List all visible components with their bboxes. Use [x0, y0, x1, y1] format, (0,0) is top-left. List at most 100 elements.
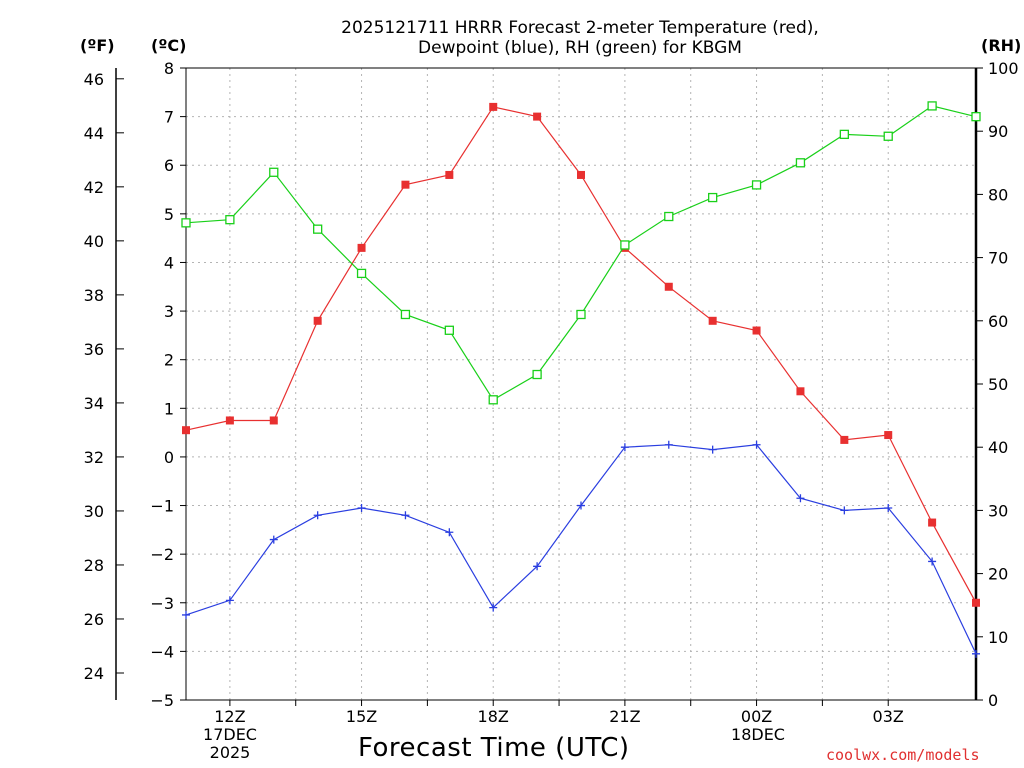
rh-tick-label: 90 — [988, 122, 1008, 141]
rh-marker — [751, 180, 762, 190]
temperature-marker — [225, 416, 234, 425]
fahrenheit-tick-label: 34 — [84, 394, 104, 413]
dewpoint-marker — [840, 506, 849, 515]
temperature-marker — [401, 180, 410, 189]
dewpoint-marker — [357, 503, 366, 512]
rh-unit-label: (RH) — [981, 36, 1022, 55]
fahrenheit-tick-label: 24 — [84, 664, 104, 683]
celsius-tick-label: −4 — [150, 642, 174, 661]
temperature-line — [185, 106, 977, 604]
dewpoint-marker — [884, 503, 893, 512]
x-axis-title: Forecast Time (UTC) — [358, 733, 630, 763]
celsius-tick-label: −3 — [150, 594, 174, 613]
temperature-marker — [708, 316, 717, 325]
rh-tick-label: 10 — [988, 628, 1008, 647]
rh-tick-label: 80 — [988, 185, 1008, 204]
fahrenheit-tick-label: 32 — [84, 448, 104, 467]
dewpoint-marker — [664, 440, 673, 449]
temperature-marker — [884, 431, 893, 440]
rh-tick-label: 20 — [988, 565, 1008, 584]
rh-marker — [488, 395, 498, 405]
fahrenheit-tick-label: 38 — [84, 286, 104, 305]
temperature-marker — [357, 243, 366, 252]
dewpoint-marker — [225, 596, 234, 605]
celsius-tick-label: 3 — [164, 302, 174, 321]
rh-marker — [356, 268, 367, 279]
temperature-marker — [533, 112, 542, 121]
dewpoint-marker — [401, 511, 410, 520]
rh-tick-label: 0 — [988, 691, 998, 710]
rh-marker — [927, 101, 937, 111]
dewpoint-marker — [928, 557, 937, 566]
fahrenheit-tick-label: 44 — [84, 124, 104, 143]
rh-marker — [181, 218, 191, 228]
celsius-tick-label: 4 — [164, 253, 174, 272]
celsius-unit-label: (ºC) — [151, 36, 187, 55]
rh-marker — [795, 158, 806, 168]
dewpoint-marker — [796, 494, 805, 503]
rh-line — [185, 105, 977, 401]
fahrenheit-tick-label: 26 — [84, 610, 104, 629]
temperature-marker — [752, 326, 761, 335]
rh-marker — [532, 369, 542, 380]
rh-tick-label: 100 — [988, 59, 1019, 78]
celsius-tick-label: 7 — [164, 108, 174, 127]
fahrenheit-tick-label: 40 — [84, 232, 104, 251]
celsius-tick-label: −5 — [150, 691, 174, 710]
x-tick-label: 12Z — [214, 707, 245, 726]
x-year-label: 2025 — [209, 743, 251, 762]
temperature-marker — [445, 170, 454, 179]
x-tick-label: 18Z — [478, 707, 509, 726]
rh-tick-label: 50 — [988, 375, 1008, 394]
temperature-marker — [664, 282, 673, 291]
temperature-marker — [972, 598, 980, 607]
rh-tick-label: 30 — [988, 501, 1008, 520]
rh-marker — [269, 167, 279, 177]
dewpoint-marker — [445, 528, 454, 537]
temperature-marker — [489, 102, 498, 111]
rh-tick-label: 60 — [988, 312, 1008, 331]
fahrenheit-tick-label: 30 — [84, 502, 104, 521]
chart-title-line2: Dewpoint (blue), RH (green) for KBGM — [418, 38, 742, 58]
credit-label: coolwx.com/models — [826, 746, 980, 764]
rh-marker — [620, 240, 630, 250]
celsius-tick-label: 1 — [164, 399, 174, 418]
dewpoint-marker — [489, 603, 498, 612]
temperature-marker — [840, 435, 849, 444]
rh-marker — [971, 112, 981, 122]
rh-tick-label: 40 — [988, 438, 1008, 457]
chart-title-line1: 2025121711 HRRR Forecast 2-meter Tempera… — [341, 18, 819, 38]
dewpoint-marker — [182, 610, 190, 619]
temperature-marker — [182, 426, 190, 435]
x-tick-label: 00Z — [741, 707, 772, 726]
fahrenheit-unit-label: (ºF) — [80, 36, 115, 55]
rh-marker — [883, 131, 893, 141]
x-date-label-18dec: 18DEC — [731, 725, 785, 744]
celsius-tick-label: −2 — [150, 545, 174, 564]
dewpoint-marker — [533, 562, 542, 571]
celsius-tick-label: 0 — [164, 448, 174, 467]
celsius-tick-label: 8 — [164, 59, 174, 78]
fahrenheit-tick-label: 28 — [84, 556, 104, 575]
temperature-marker — [796, 387, 805, 396]
rh-marker — [708, 192, 718, 203]
temperature-marker — [269, 416, 278, 425]
rh-marker — [839, 129, 849, 140]
rh-marker — [313, 224, 323, 234]
x-date-label-17dec: 17DEC — [203, 725, 257, 744]
rh-marker — [400, 309, 411, 320]
rh-marker — [664, 211, 674, 222]
temperature-marker — [577, 170, 585, 179]
rh-tick-label: 70 — [988, 249, 1008, 268]
dewpoint-marker — [313, 511, 322, 520]
dewpoint-marker — [620, 443, 629, 452]
dewpoint-marker — [577, 501, 585, 510]
x-tick-label: 03Z — [873, 707, 904, 726]
fahrenheit-tick-label: 46 — [84, 70, 104, 89]
rh-marker — [576, 309, 586, 320]
dewpoint-marker — [752, 440, 761, 449]
fahrenheit-tick-label: 36 — [84, 340, 104, 359]
celsius-tick-label: 6 — [164, 156, 174, 175]
dewpoint-marker — [972, 649, 980, 658]
